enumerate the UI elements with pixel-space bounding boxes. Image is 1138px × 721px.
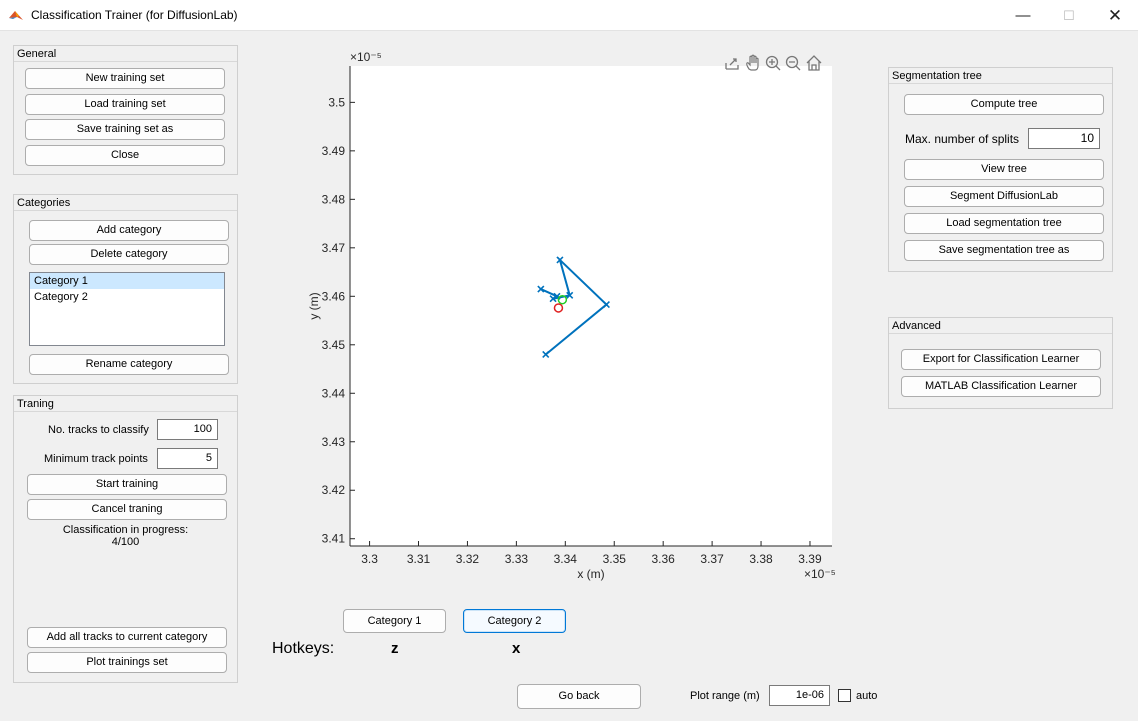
close-window-button[interactable]: ✕ (1107, 6, 1123, 25)
new-training-set-button[interactable]: New training set (25, 68, 225, 89)
max-splits-label: Max. number of splits (905, 132, 1020, 146)
x-tick-label: 3.36 (651, 552, 675, 566)
minimize-button[interactable]: — (1015, 7, 1031, 24)
track-point-marker (602, 300, 610, 309)
matlab-logo-icon (9, 11, 23, 20)
general-panel: General New training set Load training s… (13, 45, 238, 175)
export-icon[interactable] (725, 58, 739, 70)
load-training-set-button[interactable]: Load training set (25, 94, 225, 115)
y-tick-label: 3.45 (322, 338, 346, 352)
compute-tree-button[interactable]: Compute tree (904, 94, 1104, 115)
advanced-panel-title: Advanced (889, 318, 1112, 334)
track-point-marker (542, 350, 550, 359)
y-tick-label: 3.5 (328, 95, 345, 109)
y-tick-label: 3.44 (322, 386, 346, 400)
zoom-in-icon[interactable] (765, 55, 781, 71)
x-tick-label: 3.35 (603, 552, 627, 566)
view-tree-button[interactable]: View tree (904, 159, 1104, 180)
maximize-button[interactable]: ☐ (1063, 8, 1075, 23)
max-splits-field[interactable]: 10 (1028, 128, 1100, 149)
y-tick-label: 3.42 (322, 483, 346, 497)
category-list-item[interactable]: Category 1 (30, 273, 224, 289)
x-axis-exponent: ×10⁻⁵ (804, 567, 836, 581)
home-icon[interactable] (806, 55, 822, 71)
segmentation-panel: Segmentation tree Compute tree Max. numb… (888, 67, 1113, 272)
segmentation-panel-title: Segmentation tree (889, 68, 1112, 84)
plot-training-set-button[interactable]: Plot trainings set (27, 652, 227, 673)
y-axis-label: y (m) (307, 292, 321, 319)
progress-status: Classification in progress: 4/100 (14, 524, 237, 548)
categories-panel-title: Categories (14, 195, 237, 211)
track-point-marker (566, 291, 574, 299)
x-tick-label: 3.31 (407, 552, 431, 566)
track-plot-axes[interactable] (350, 66, 832, 546)
training-panel-title: Traning (14, 396, 237, 412)
category-1-button[interactable]: Category 1 (343, 609, 446, 633)
add-all-tracks-button[interactable]: Add all tracks to current category (27, 627, 227, 648)
go-back-button[interactable]: Go back (517, 684, 641, 709)
x-axis-label: x (m) (577, 567, 604, 581)
add-category-button[interactable]: Add category (29, 220, 229, 241)
pan-icon[interactable] (746, 54, 759, 71)
category-list-item[interactable]: Category 2 (34, 291, 88, 303)
save-training-set-button[interactable]: Save training set as (25, 119, 225, 140)
zoom-out-icon[interactable] (785, 55, 801, 71)
advanced-panel: Advanced Export for Classification Learn… (888, 317, 1113, 409)
rename-category-button[interactable]: Rename category (29, 354, 229, 375)
y-tick-label: 3.48 (322, 192, 346, 206)
track-point-marker (549, 295, 557, 303)
cancel-training-button[interactable]: Cancel traning (27, 499, 227, 520)
general-panel-title: General (14, 46, 237, 62)
x-tick-label: 3.33 (505, 552, 529, 566)
close-button[interactable]: Close (25, 145, 225, 166)
y-tick-label: 3.46 (322, 289, 346, 303)
window-title: Classification Trainer (for DiffusionLab… (31, 8, 238, 22)
y-tick-label: 3.49 (322, 144, 346, 158)
y-tick-label: 3.41 (322, 532, 346, 546)
load-segmentation-tree-button[interactable]: Load segmentation tree (904, 213, 1104, 234)
min-track-points-label: Minimum track points (44, 453, 148, 465)
y-tick-label: 3.43 (322, 435, 346, 449)
hotkeys-label: Hotkeys: (272, 640, 335, 657)
plot-toolbar (725, 54, 822, 71)
x-tick-label: 3.38 (749, 552, 773, 566)
x-tick-label: 3.3 (361, 552, 378, 566)
segment-diffusionlab-button[interactable]: Segment DiffusionLab (904, 186, 1104, 207)
start-training-button[interactable]: Start training (27, 474, 227, 495)
delete-category-button[interactable]: Delete category (29, 244, 229, 265)
plot-range-label: Plot range (m) (690, 690, 760, 702)
category-listbox[interactable]: Category 1 Category 2 (29, 272, 225, 346)
hotkey-category-1: z (391, 640, 399, 657)
track-end-marker (553, 303, 564, 313)
categories-panel: Categories Add category Delete category … (13, 194, 238, 384)
title-bar: Classification Trainer (for DiffusionLab… (0, 0, 1138, 31)
auto-range-label: auto (856, 690, 878, 702)
training-panel: Traning No. tracks to classify 100 Minim… (13, 395, 238, 683)
tracks-to-classify-label: No. tracks to classify (48, 424, 149, 436)
x-tick-label: 3.37 (700, 552, 724, 566)
auto-range-checkbox[interactable] (838, 689, 851, 702)
track-line (540, 256, 608, 356)
track-point-marker (556, 256, 564, 264)
category-2-button[interactable]: Category 2 (463, 609, 566, 633)
y-tick-label: 3.47 (322, 241, 346, 255)
x-tick-label: 3.34 (554, 552, 578, 566)
progress-count: 4/100 (111, 536, 140, 548)
x-tick-label: 3.39 (798, 552, 822, 566)
plot-range-field[interactable]: 1e-06 (769, 685, 830, 706)
track-point-marker (537, 285, 545, 293)
save-segmentation-tree-button[interactable]: Save segmentation tree as (904, 240, 1104, 261)
min-track-points-field[interactable]: 5 (157, 448, 218, 469)
progress-status-text: Classification in progress: (62, 524, 189, 536)
tracks-to-classify-field[interactable]: 100 (157, 419, 218, 440)
y-axis-exponent: ×10⁻⁵ (350, 50, 382, 64)
matlab-classification-learner-button[interactable]: MATLAB Classification Learner (901, 376, 1101, 397)
hotkey-category-2: x (512, 640, 521, 657)
x-tick-label: 3.32 (456, 552, 480, 566)
track-start-marker (557, 294, 568, 305)
export-classification-learner-button[interactable]: Export for Classification Learner (901, 349, 1101, 370)
